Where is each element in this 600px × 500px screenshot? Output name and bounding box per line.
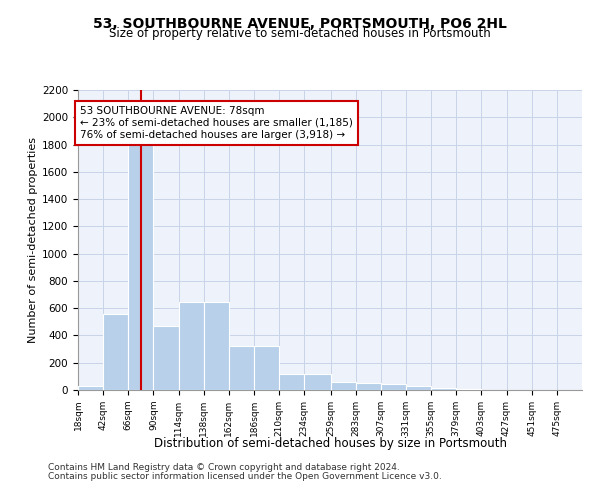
Bar xyxy=(356,382,381,390)
Text: 53, SOUTHBOURNE AVENUE, PORTSMOUTH, PO6 2HL: 53, SOUTHBOURNE AVENUE, PORTSMOUTH, PO6 … xyxy=(93,18,507,32)
Text: 53 SOUTHBOURNE AVENUE: 78sqm
← 23% of semi-detached houses are smaller (1,185)
7: 53 SOUTHBOURNE AVENUE: 78sqm ← 23% of se… xyxy=(80,106,353,140)
Bar xyxy=(103,314,128,390)
Text: Contains HM Land Registry data © Crown copyright and database right 2024.: Contains HM Land Registry data © Crown c… xyxy=(48,464,400,472)
Bar xyxy=(128,135,154,390)
Bar xyxy=(179,302,204,390)
Bar xyxy=(254,346,279,390)
Y-axis label: Number of semi-detached properties: Number of semi-detached properties xyxy=(28,137,38,343)
Bar xyxy=(204,302,229,390)
Text: Size of property relative to semi-detached houses in Portsmouth: Size of property relative to semi-detach… xyxy=(109,28,491,40)
Bar xyxy=(279,374,304,390)
Bar xyxy=(154,326,179,390)
Bar xyxy=(78,386,103,390)
Bar xyxy=(431,388,456,390)
Text: Distribution of semi-detached houses by size in Portsmouth: Distribution of semi-detached houses by … xyxy=(154,438,506,450)
Bar xyxy=(304,374,331,390)
Bar xyxy=(229,346,254,390)
Bar xyxy=(406,386,431,390)
Text: Contains public sector information licensed under the Open Government Licence v3: Contains public sector information licen… xyxy=(48,472,442,481)
Bar xyxy=(381,384,406,390)
Bar xyxy=(331,382,356,390)
